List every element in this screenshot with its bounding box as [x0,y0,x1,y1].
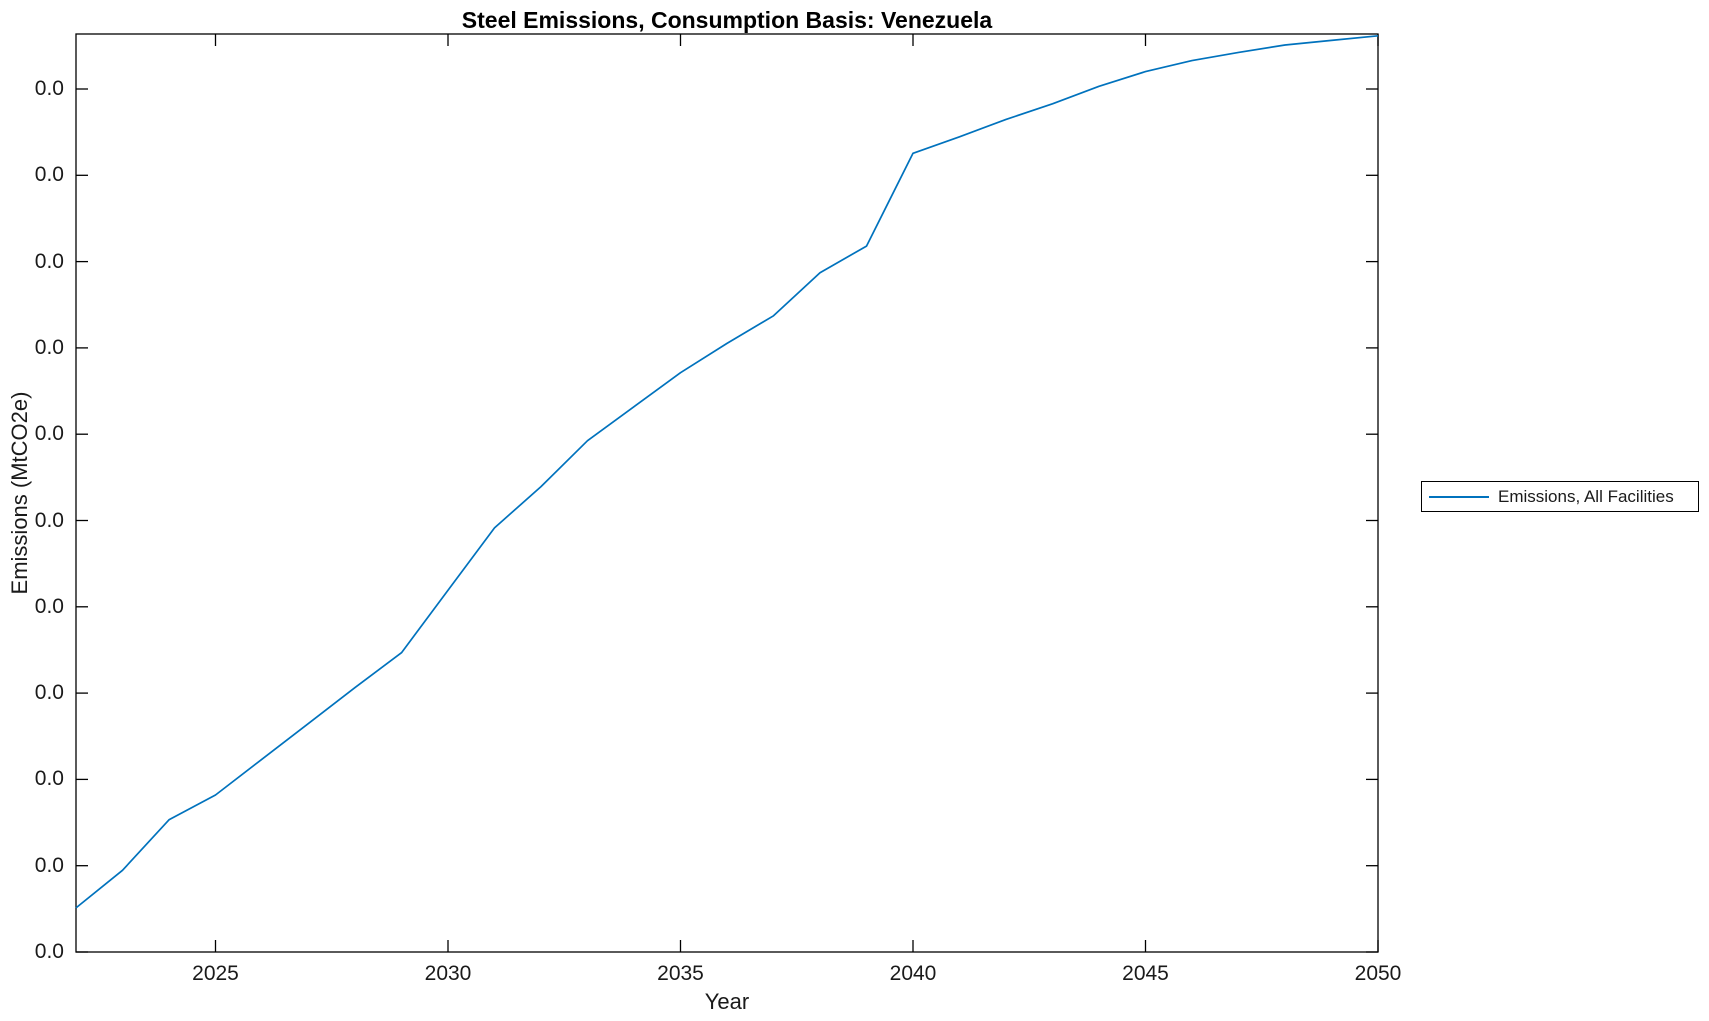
chart-title: Steel Emissions, Consumption Basis: Vene… [461,7,993,33]
y-tick-label: 0.0 [34,163,64,187]
x-tick-label: 2045 [1122,962,1169,985]
axes-box [75,33,1379,953]
y-tick-label: 0.0 [34,853,64,877]
x-tick-label: 2050 [1354,962,1402,985]
y-tick-label: 0.0 [34,508,64,532]
y-tick-label: 0.0 [34,77,64,100]
y-tick-label: 0.0 [34,335,64,359]
x-axis-label: Year [704,989,750,1014]
legend-label: Emissions, All Facilities [1498,486,1674,506]
x-tick-label: 2030 [424,962,472,985]
x-tick-label: 2025 [192,962,239,985]
y-tick-label: 0.0 [34,249,64,273]
legend-box: Emissions, All Facilities [1421,481,1699,512]
y-axis-label: Emissions (MtCO2e) [7,391,32,595]
y-tick-label: 0.0 [34,767,64,791]
y-tick-label: 0.0 [34,594,64,618]
emissions-line [75,34,1379,909]
x-tick-label: 2040 [889,962,937,985]
legend-line-swatch-icon [1429,495,1489,498]
y-tick-label: 0.0 [34,422,64,446]
y-tick-label: 0.0 [34,681,64,705]
y-tick-label: 0.0 [34,940,64,963]
x-tick-label: 2035 [657,962,704,985]
